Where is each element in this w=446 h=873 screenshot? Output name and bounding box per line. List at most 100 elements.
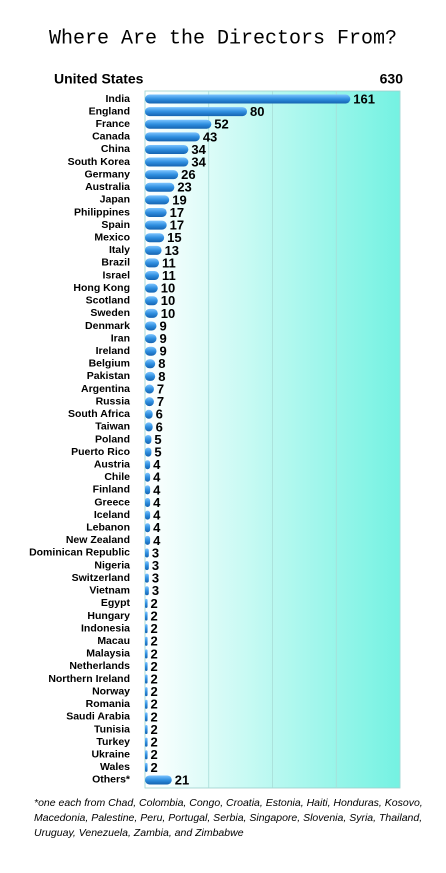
category-label: Romania bbox=[86, 698, 131, 710]
value-label: 6 bbox=[156, 419, 163, 434]
bar bbox=[145, 207, 167, 217]
value-label: 4 bbox=[153, 457, 161, 472]
bar bbox=[145, 548, 149, 558]
category-label: New Zealand bbox=[66, 534, 130, 546]
value-label: 7 bbox=[157, 381, 164, 396]
value-label: 21 bbox=[175, 772, 189, 787]
category-label: Mexico bbox=[94, 231, 130, 243]
bar bbox=[145, 384, 154, 394]
value-label: 2 bbox=[151, 697, 158, 712]
value-label: 19 bbox=[172, 192, 186, 207]
category-label: Greece bbox=[94, 496, 130, 508]
bar bbox=[145, 535, 151, 545]
value-label: 8 bbox=[158, 356, 165, 371]
category-label: Lebanon bbox=[86, 522, 130, 534]
value-label: 2 bbox=[151, 596, 158, 611]
category-label: Ukraine bbox=[91, 749, 130, 761]
bar bbox=[145, 472, 151, 482]
category-label: Dominican Republic bbox=[29, 547, 130, 559]
bar bbox=[145, 674, 148, 684]
value-label: 43 bbox=[203, 129, 217, 144]
bar bbox=[145, 346, 157, 356]
bar bbox=[145, 119, 212, 129]
category-label: Belgium bbox=[89, 358, 130, 370]
category-label: France bbox=[96, 118, 131, 130]
bar bbox=[145, 586, 149, 596]
bar bbox=[145, 624, 148, 634]
category-label: Malaysia bbox=[86, 648, 130, 660]
category-label: Finland bbox=[93, 484, 130, 496]
value-label: 7 bbox=[157, 394, 164, 409]
category-label: Egypt bbox=[101, 597, 131, 609]
category-label: Canada bbox=[92, 131, 130, 143]
value-label: 3 bbox=[152, 571, 159, 586]
bar bbox=[145, 94, 351, 104]
value-label: 2 bbox=[151, 659, 158, 674]
category-label: Indonesia bbox=[81, 622, 130, 634]
bar bbox=[145, 661, 148, 671]
value-label: 9 bbox=[159, 318, 166, 333]
category-label: Pakistan bbox=[87, 370, 130, 382]
bar bbox=[145, 334, 157, 344]
category-label: China bbox=[101, 143, 130, 155]
bar bbox=[145, 775, 172, 785]
bar bbox=[145, 132, 200, 142]
bar bbox=[145, 182, 175, 192]
value-label: 2 bbox=[151, 608, 158, 623]
category-label: England bbox=[89, 105, 130, 117]
bar bbox=[145, 397, 154, 407]
value-label: 5 bbox=[154, 432, 161, 447]
value-label: 4 bbox=[153, 495, 161, 510]
value-label: 11 bbox=[162, 268, 176, 283]
category-label: Tunisia bbox=[94, 723, 130, 735]
bar bbox=[145, 649, 148, 659]
highlight-name: United States bbox=[54, 71, 144, 87]
bar bbox=[145, 233, 165, 243]
category-label: Italy bbox=[109, 244, 130, 256]
bar bbox=[145, 523, 151, 533]
category-label: Nigeria bbox=[94, 559, 130, 571]
value-label: 17 bbox=[170, 218, 184, 233]
value-label: 23 bbox=[177, 180, 191, 195]
value-label: 2 bbox=[151, 709, 158, 724]
bar bbox=[145, 598, 148, 608]
value-label: 10 bbox=[161, 281, 175, 296]
value-label: 2 bbox=[151, 722, 158, 737]
value-label: 11 bbox=[162, 255, 176, 270]
category-label: Iceland bbox=[94, 509, 130, 521]
category-label: Chile bbox=[104, 471, 130, 483]
value-label: 9 bbox=[159, 344, 166, 359]
bar bbox=[145, 447, 152, 457]
value-label: 34 bbox=[191, 154, 206, 169]
bar bbox=[145, 283, 158, 293]
category-label: Israel bbox=[103, 269, 131, 281]
category-label: Poland bbox=[95, 433, 130, 445]
category-label: Taiwan bbox=[95, 421, 130, 433]
category-label: Saudi Arabia bbox=[66, 711, 130, 723]
bar bbox=[145, 296, 158, 306]
chart-title: Where Are the Directors From? bbox=[49, 27, 397, 50]
category-label: Argentina bbox=[81, 383, 130, 395]
highlight-value: 630 bbox=[380, 71, 404, 87]
value-label: 2 bbox=[151, 646, 158, 661]
value-label: 80 bbox=[250, 104, 264, 119]
value-label: 8 bbox=[158, 369, 165, 384]
bar bbox=[145, 737, 148, 747]
bar bbox=[145, 195, 170, 205]
category-label: South Africa bbox=[68, 408, 130, 420]
value-label: 10 bbox=[161, 293, 175, 308]
category-label: Hong Kong bbox=[73, 282, 130, 294]
value-label: 2 bbox=[151, 634, 158, 649]
category-label: Russia bbox=[96, 395, 131, 407]
value-label: 4 bbox=[153, 533, 161, 548]
bar bbox=[145, 687, 148, 697]
bar bbox=[145, 271, 160, 281]
value-label: 52 bbox=[214, 117, 228, 132]
bar bbox=[145, 144, 189, 154]
category-label: Norway bbox=[92, 685, 130, 697]
category-label: Brazil bbox=[101, 257, 130, 269]
bar bbox=[145, 712, 148, 722]
value-label: 34 bbox=[191, 142, 206, 157]
category-label: Netherlands bbox=[69, 660, 130, 672]
